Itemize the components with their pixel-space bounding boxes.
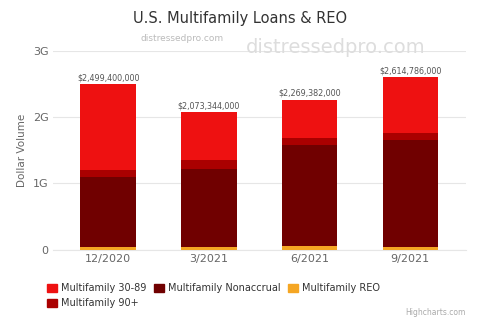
Bar bbox=[181, 113, 237, 160]
Bar bbox=[383, 247, 438, 250]
Bar bbox=[383, 132, 438, 140]
Bar bbox=[181, 247, 237, 250]
Text: $2,499,400,000: $2,499,400,000 bbox=[77, 74, 139, 83]
Bar bbox=[81, 177, 136, 247]
Text: $2,614,786,000: $2,614,786,000 bbox=[379, 66, 442, 75]
Bar bbox=[282, 246, 337, 250]
Text: $2,073,344,000: $2,073,344,000 bbox=[178, 102, 240, 111]
Legend: Multifamily 30-89, Multifamily 90+, Multifamily Nonaccrual, Multifamily REO: Multifamily 30-89, Multifamily 90+, Mult… bbox=[43, 279, 384, 312]
Bar bbox=[282, 100, 337, 138]
Y-axis label: Dollar Volume: Dollar Volume bbox=[17, 114, 27, 187]
Bar bbox=[81, 170, 136, 177]
Bar bbox=[81, 247, 136, 250]
Text: U.S. Multifamily Loans & REO: U.S. Multifamily Loans & REO bbox=[133, 11, 347, 26]
Text: distressedpro.com: distressedpro.com bbox=[246, 38, 426, 57]
Text: distressedpro.com: distressedpro.com bbox=[141, 34, 224, 43]
Bar bbox=[282, 138, 337, 145]
Bar bbox=[81, 84, 136, 170]
Bar bbox=[383, 77, 438, 132]
Text: Highcharts.com: Highcharts.com bbox=[405, 308, 466, 317]
Bar bbox=[181, 169, 237, 247]
Bar bbox=[282, 145, 337, 246]
Bar bbox=[181, 160, 237, 169]
Text: $2,269,382,000: $2,269,382,000 bbox=[278, 89, 341, 98]
Bar bbox=[383, 140, 438, 247]
